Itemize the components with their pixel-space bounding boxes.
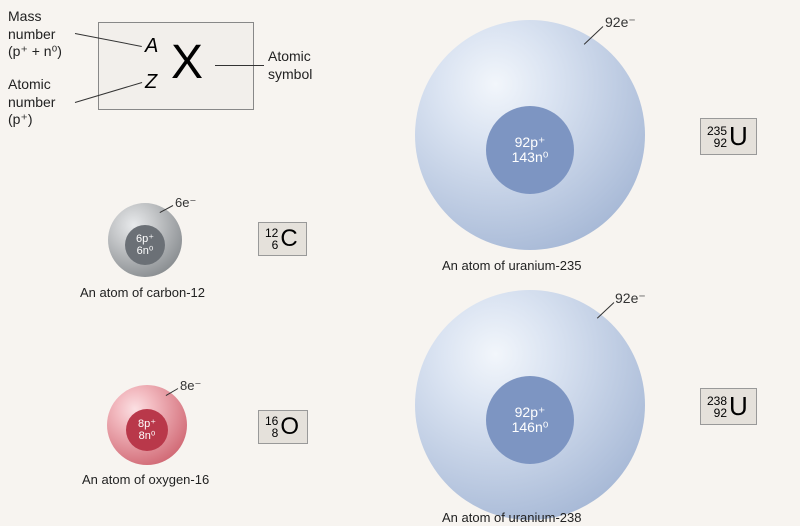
carbon-core-protons: 6p⁺	[136, 233, 154, 245]
notation-box: A Z X	[98, 22, 254, 110]
u238-core: 92p⁺ 146n⁰	[486, 376, 574, 464]
u238-iso-A: 238	[707, 395, 727, 407]
carbon-electrons-label: 6e⁻	[175, 195, 196, 211]
u238-isotope-box: 238 92 U	[700, 388, 757, 425]
mass-number-label: Mass number (p⁺ + n⁰)	[8, 8, 62, 61]
atomic-number-label-l1: Atomic	[8, 76, 55, 94]
element-symbol: X	[171, 35, 203, 90]
carbon-iso-sym: C	[280, 225, 297, 253]
u235-iso-sym: U	[729, 121, 748, 152]
atomic-symbol-label-l1: Atomic	[268, 48, 312, 66]
u235-iso-Z: 92	[714, 137, 727, 149]
oxygen-core-neutrons: 8n⁰	[139, 430, 156, 442]
u235-core-protons: 92p⁺	[515, 135, 546, 150]
u235-isotope-box: 235 92 U	[700, 118, 757, 155]
atomic-number-symbol: Z	[145, 71, 157, 94]
oxygen-core: 8p⁺ 8n⁰	[126, 409, 168, 451]
atomic-symbol-label-l2: symbol	[268, 66, 312, 84]
leader-u238_e	[597, 302, 615, 319]
u235-caption: An atom of uranium-235	[442, 258, 581, 273]
mass-number-label-l2: number	[8, 26, 62, 44]
leader-symbol	[215, 65, 264, 66]
atomic-symbol-label: Atomic symbol	[268, 48, 312, 83]
u238-electrons-label: 92e⁻	[615, 290, 646, 307]
u238-iso-Z: 92	[714, 407, 727, 419]
oxygen-electrons-label: 8e⁻	[180, 378, 201, 394]
oxygen-core-protons: 8p⁺	[138, 418, 156, 430]
u238-core-neutrons: 146n⁰	[512, 420, 549, 435]
mass-number-label-l1: Mass	[8, 8, 62, 26]
u235-core-neutrons: 143n⁰	[512, 150, 549, 165]
u238-core-protons: 92p⁺	[515, 405, 546, 420]
oxygen-iso-Z: 8	[272, 427, 279, 439]
u235-electrons-label: 92e⁻	[605, 14, 636, 31]
carbon-core-neutrons: 6n⁰	[137, 245, 154, 257]
atomic-number-label-l3: (p⁺)	[8, 111, 55, 129]
mass-number-label-l3: (p⁺ + n⁰)	[8, 43, 62, 61]
carbon-core: 6p⁺ 6n⁰	[125, 225, 165, 265]
oxygen-isotope-box: 16 8 O	[258, 410, 308, 444]
oxygen-caption: An atom of oxygen-16	[82, 472, 209, 487]
carbon-iso-Z: 6	[272, 239, 279, 251]
atomic-number-label: Atomic number (p⁺)	[8, 76, 55, 129]
mass-number-symbol: A	[145, 35, 158, 58]
carbon-isotope-box: 12 6 C	[258, 222, 307, 256]
u235-iso-A: 235	[707, 125, 727, 137]
atomic-number-label-l2: number	[8, 94, 55, 112]
carbon-caption: An atom of carbon-12	[80, 285, 205, 300]
u238-caption: An atom of uranium-238	[442, 510, 581, 525]
oxygen-iso-sym: O	[280, 413, 299, 441]
u238-iso-sym: U	[729, 391, 748, 422]
u235-core: 92p⁺ 143n⁰	[486, 106, 574, 194]
